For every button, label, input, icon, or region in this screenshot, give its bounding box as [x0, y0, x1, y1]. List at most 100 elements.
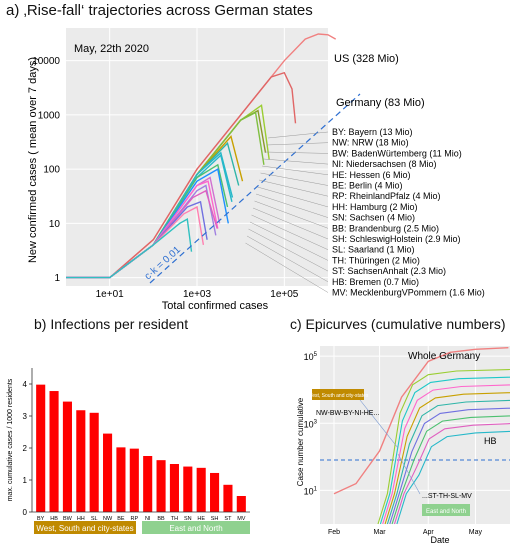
y-tick-label: 1000: [38, 110, 61, 121]
legend-east-box: [422, 504, 470, 516]
state-pointer: [255, 193, 329, 218]
x-tick-label: HB: [50, 516, 58, 522]
bar: [116, 447, 126, 512]
y-ticks: 0 1 2 3 4: [23, 380, 32, 517]
x-tick-label: HH: [77, 516, 85, 522]
group2-pointer: [397, 453, 421, 495]
y-ticks: 1 10 100 1000 10000: [32, 56, 60, 284]
bar: [36, 384, 46, 512]
state-label: NI: Niedersachsen (8 Mio): [332, 159, 437, 169]
state-pointer: [264, 151, 329, 154]
state-pointer: [251, 214, 329, 250]
y-tick-label: 100: [43, 165, 60, 176]
legend-east-label: East and North: [426, 509, 466, 515]
epicurve-line: [391, 415, 511, 525]
y-tick-label: 3: [23, 412, 28, 421]
legend-west-box: [312, 389, 364, 400]
bar: [62, 401, 72, 512]
state-pointer: [260, 172, 329, 186]
epicurve-line: [396, 430, 511, 525]
x-tick-label: BE: [117, 516, 125, 522]
state-pointer: [246, 235, 329, 283]
y-tick-label: 103: [304, 419, 318, 429]
y-axis-label: New confirmed cases ( mean over 7 days): [27, 57, 39, 263]
trajectory-line: [66, 217, 193, 279]
x-tick-label: SN: [184, 516, 192, 522]
bar: [223, 484, 233, 512]
state-pointer: [267, 131, 329, 139]
state-label: BW: BadenWürtemberg (11 Mio): [332, 148, 462, 158]
bar: [210, 472, 220, 512]
panel-b-title: b) Infections per resident: [34, 316, 189, 332]
bar: [156, 460, 166, 512]
hb-label: HB: [484, 436, 497, 446]
state-pointer: [245, 242, 329, 293]
y-tick-label: 1: [23, 476, 28, 485]
ck-reference-line: [149, 93, 361, 284]
epicurve-line: [382, 384, 511, 525]
epicurve-line: [379, 376, 511, 525]
bar: [129, 448, 139, 512]
state-pointer: [252, 207, 329, 240]
panel-a-title: a) ‚Rise-fall‘ trajectories across Germa…: [6, 2, 313, 19]
x-tick-label: 1e+01: [96, 289, 125, 300]
x-tick-label: Feb: [328, 529, 340, 536]
bar: [89, 412, 99, 512]
bar: [103, 433, 113, 512]
group1-pointer: [359, 399, 399, 449]
x-tick-label: NI: [145, 516, 151, 522]
state-label-pointers: [245, 131, 329, 293]
state-label: RP: RheinlandPfalz (4 Mio): [332, 191, 441, 201]
epicurve-line: [384, 392, 511, 525]
panel-c-title: c) Epicurves (cumulative numbers): [290, 316, 506, 332]
y-tick-label: 4: [23, 380, 28, 389]
legend-west-label: West, South and city-states: [308, 393, 369, 399]
epicurve-line: [333, 347, 509, 495]
epicurve-line: [386, 399, 511, 525]
grid-lines: [320, 346, 510, 524]
y-tick-label: 2: [23, 444, 28, 453]
y-tick-label: 101: [304, 486, 318, 496]
x-tick-label: SH: [211, 516, 219, 522]
group-east-label: East and North: [169, 524, 222, 533]
x-tick-label: Mar: [374, 529, 387, 536]
y-tick-label: 105: [304, 352, 318, 362]
epicurves: [333, 347, 511, 525]
x-tick-label: BY: [37, 516, 45, 522]
panel-b-chart: 0 1 2 3 4 BY HB BW HH SL NW BE RP NI BB TH SN HE SH ST MV m…: [7, 368, 250, 534]
state-label: HB: Bremen (0.7 Mio): [332, 277, 419, 287]
state-label: BY: Bayern (13 Mio): [332, 127, 413, 137]
plot-background: [320, 346, 510, 524]
x-tick-label: 1e+03: [183, 289, 212, 300]
y-axis-label: max. cumulative cases / 1000 residents: [7, 378, 14, 501]
state-pointer: [266, 142, 329, 146]
x-tick-label: BW: [63, 516, 73, 522]
y-axis-label: Case number cumulative: [296, 397, 305, 486]
x-tick-label: BB: [157, 516, 165, 522]
panel-c-chart: 101 103 105 Feb Mar Apr May Case number cumul…: [296, 346, 511, 545]
x-tick-label: NW: [103, 516, 113, 522]
epicurve-line: [393, 423, 511, 525]
state-label: NW: NRW (18 Mio): [332, 138, 409, 148]
x-axis-label: Total confirmed cases: [162, 300, 269, 310]
x-tick-label: 1e+05: [270, 289, 299, 300]
x-tick-label: Apr: [423, 529, 435, 536]
state-label: BE: Berlin (4 Mio): [332, 181, 403, 191]
x-axis-label: Date: [430, 535, 449, 545]
state-label: SL: Saarland (1 Mio): [332, 245, 415, 255]
state-labels: BY: Bayern (13 Mio)NW: NRW (18 Mio)BW: B…: [332, 127, 485, 298]
whole-germany-label: Whole Germany: [408, 351, 480, 362]
bars: [36, 384, 246, 512]
state-label: SH: SchleswigHolstein (2.9 Mio): [332, 234, 461, 244]
x-tick-labels: BY HB BW HH SL NW BE RP NI BB TH SN HE SH ST MV: [37, 516, 246, 522]
group2-label: ...ST-TH-SL-MV: [422, 493, 472, 500]
bar: [49, 391, 59, 512]
state-pointer: [263, 158, 329, 165]
bar: [183, 466, 193, 512]
x-tick-label: SL: [91, 516, 98, 522]
y-tick-label: 10000: [32, 56, 60, 67]
x-tick-label: RP: [130, 516, 138, 522]
state-pointer: [258, 179, 329, 197]
epicurve-line: [389, 407, 511, 525]
group-east-banner: [142, 521, 250, 534]
